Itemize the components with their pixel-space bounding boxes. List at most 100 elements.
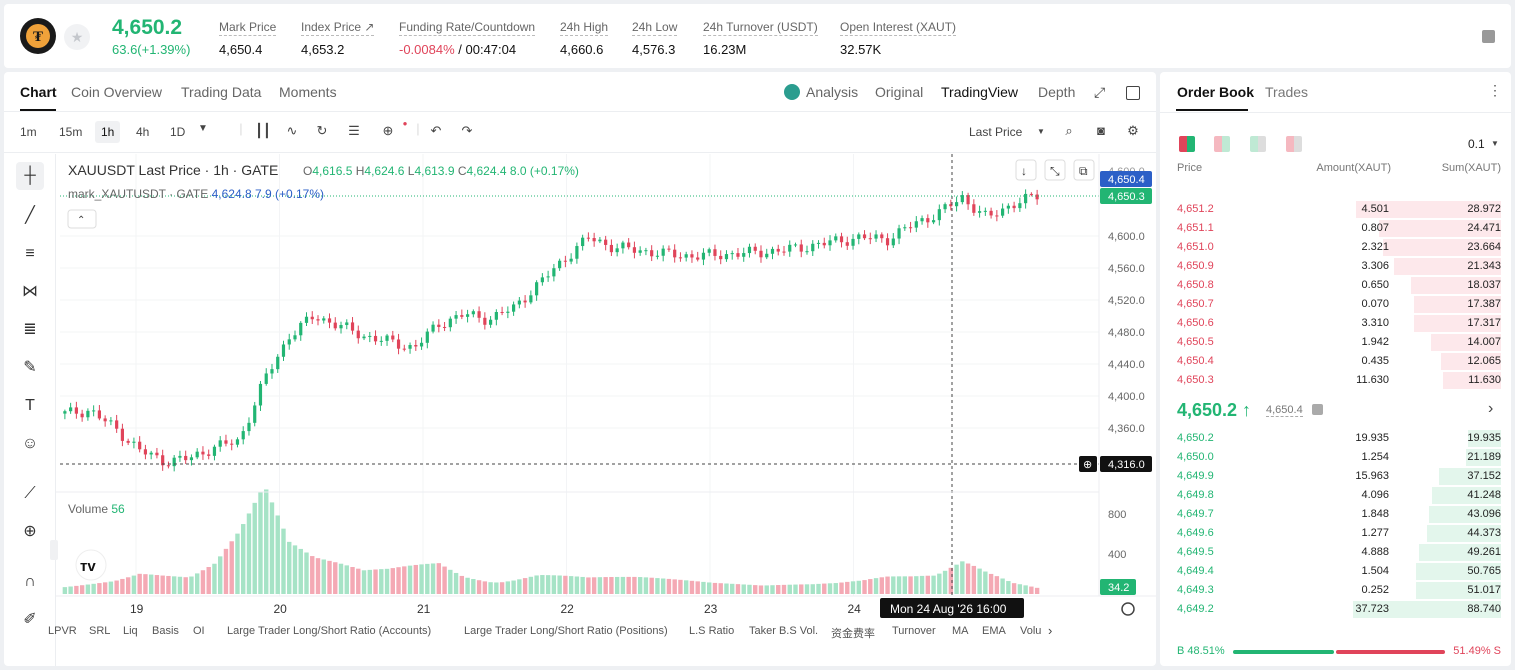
timeframe-1m[interactable]: 1m [20,125,37,139]
templates-icon[interactable]: ☰ [348,123,360,138]
chevron-right-icon[interactable]: › [1048,623,1053,638]
magnet-icon[interactable]: ∩ [24,573,36,590]
tab-chart[interactable]: Chart [20,84,57,100]
timeframe-1d[interactable]: 1D [170,125,186,139]
window-icon[interactable] [1126,86,1140,100]
view-mixed-icon[interactable] [1286,136,1302,152]
chevron-right-icon[interactable]: › [1488,400,1494,417]
order-row[interactable]: 4,649.3 0.252 51.017 [1160,581,1511,600]
volume-bar [177,576,183,594]
view-bids-icon[interactable] [1250,136,1266,152]
tab-depth[interactable]: Depth [1038,84,1076,100]
redo-icon[interactable]: ↷ [461,123,473,138]
text-icon[interactable]: T [25,397,35,414]
tab-order-book[interactable]: Order Book [1177,84,1255,100]
undo-icon[interactable]: ↶ [430,123,442,138]
view-asks-icon[interactable] [1214,136,1230,152]
crosshair-icon[interactable]: ┼ [16,162,44,190]
emoji-icon[interactable]: ☺ [21,435,39,452]
order-row[interactable]: 4,650.0 1.254 21.189 [1160,448,1511,467]
book-icon[interactable] [1482,30,1495,43]
indicator-item[interactable]: Liq [123,625,138,637]
tab-analysis[interactable]: Analysis [806,84,859,100]
order-row[interactable]: 4,649.2 37.723 88.740 [1160,600,1511,619]
stat-label[interactable]: Index Price ↗ [301,20,375,36]
volume-bar [218,556,223,594]
timeframe-4h[interactable]: 4h [136,125,150,139]
timeframe-1h[interactable]: 1h [95,121,121,143]
search-icon[interactable]: ⌕ [1065,123,1073,138]
order-row[interactable]: 4,651.1 0.807 24.471 [1160,219,1511,238]
tab-moments[interactable]: Moments [279,84,337,100]
zoom-in-icon[interactable]: ⊕ [23,523,37,540]
price-chart[interactable]: XAUUSDT Last Price · 1h · GATE O4,616.5 … [4,72,1156,666]
indicator-item[interactable]: SRL [89,625,111,637]
order-row[interactable]: 4,650.2 19.935 19.935 [1160,429,1511,448]
volume-bar [476,580,482,594]
order-row[interactable]: 4,650.4 0.435 12.065 [1160,352,1511,371]
last-price-label-text: 4,650.4 [1108,174,1145,186]
order-row[interactable]: 4,650.8 0.650 18.037 [1160,276,1511,295]
order-row[interactable]: 4,651.0 2.321 23.664 [1160,238,1511,257]
indicator-item[interactable]: Large Trader Long/Short Ratio (Accounts) [227,625,432,637]
candle [552,268,556,277]
order-row[interactable]: 4,649.9 15.963 37.152 [1160,467,1511,486]
order-row[interactable]: 4,649.4 1.504 50.765 [1160,562,1511,581]
indicator-item[interactable]: L.S Ratio [689,625,735,637]
stat-label[interactable]: Funding Rate/Countdown [399,20,536,36]
price-type-select[interactable]: Last Price [969,125,1023,139]
indicator-item[interactable]: LPVR [48,625,77,637]
timeframe-15m[interactable]: 15m [59,125,83,139]
indicator-item[interactable]: Large Trader Long/Short Ratio (Positions… [464,625,668,637]
order-row[interactable]: 4,651.2 4.501 28.972 [1160,200,1511,219]
gear-icon[interactable]: ⚙ [1127,123,1139,138]
order-row[interactable]: 4,649.6 1.277 44.373 [1160,524,1511,543]
chevron-down-icon[interactable]: ▼ [198,123,208,134]
candle [862,234,867,239]
precision-select[interactable]: 0.1 [1468,137,1485,151]
order-row[interactable]: 4,650.3 11.630 11.630 [1160,371,1511,390]
order-row[interactable]: 4,650.9 3.306 21.343 [1160,257,1511,276]
stat-label[interactable]: Mark Price [219,20,277,36]
indicator-item[interactable]: 资金费率 [831,628,875,640]
chevron-down-icon[interactable]: ▼ [1491,139,1499,148]
tab-trades[interactable]: Trades [1265,84,1309,100]
tab-tradingview[interactable]: TradingView [941,84,1019,100]
indicator-item[interactable]: OI [193,625,205,637]
row-amount: 2.321 [1361,241,1389,253]
order-row[interactable]: 4,650.7 0.070 17.387 [1160,295,1511,314]
indicator-item[interactable]: Basis [152,625,179,637]
brush-icon[interactable]: ✎ [23,359,37,376]
row-price: 4,650.7 [1177,298,1214,310]
indicator-item[interactable]: EMA [982,625,1006,637]
order-row[interactable]: 4,650.6 3.310 17.317 [1160,314,1511,333]
compare-icon[interactable]: ↻ [316,123,328,138]
tab-coin-overview[interactable]: Coin Overview [71,84,163,100]
expand-icon[interactable]: ⤢ [1094,84,1106,100]
chevron-down-icon[interactable]: ▼ [1037,127,1045,136]
tab-trading-data[interactable]: Trading Data [181,84,262,100]
horizontal-lines-icon[interactable]: ≡ [25,245,35,262]
indicator-item[interactable]: MA [952,625,969,637]
fib-icon[interactable]: ≣ [23,321,37,338]
camera-icon[interactable]: ◙ [1097,123,1105,138]
tab-original[interactable]: Original [875,84,924,100]
trend-line-icon[interactable]: ╱ [25,207,35,224]
stat-label[interactable]: Open Interest (XAUT) [840,20,957,36]
indicators-icon[interactable]: ∿ [286,123,298,138]
view-both-icon[interactable] [1179,136,1195,152]
order-row[interactable]: 4,650.5 1.942 14.007 [1160,333,1511,352]
indicator-item[interactable]: Volu [1020,625,1042,637]
order-row[interactable]: 4,649.5 4.888 49.261 [1160,543,1511,562]
ruler-icon[interactable]: ⟋ [24,485,36,502]
order-row[interactable]: 4,649.8 4.096 41.248 [1160,486,1511,505]
candle-type-icon[interactable]: ┃┃ [255,123,271,138]
order-row[interactable]: 4,649.7 1.848 43.096 [1160,505,1511,524]
indicator-item[interactable]: Taker B.S Vol. [749,625,819,637]
pencil-icon[interactable]: ✐ [23,611,37,628]
more-icon[interactable]: ⋮ [1488,82,1502,98]
add-alert-icon[interactable]: ⊕ [382,123,394,138]
pattern-icon[interactable]: ⋈ [22,283,38,300]
indicator-item[interactable]: Turnover [892,625,936,637]
favorite-star-icon[interactable]: ★ [64,24,90,50]
